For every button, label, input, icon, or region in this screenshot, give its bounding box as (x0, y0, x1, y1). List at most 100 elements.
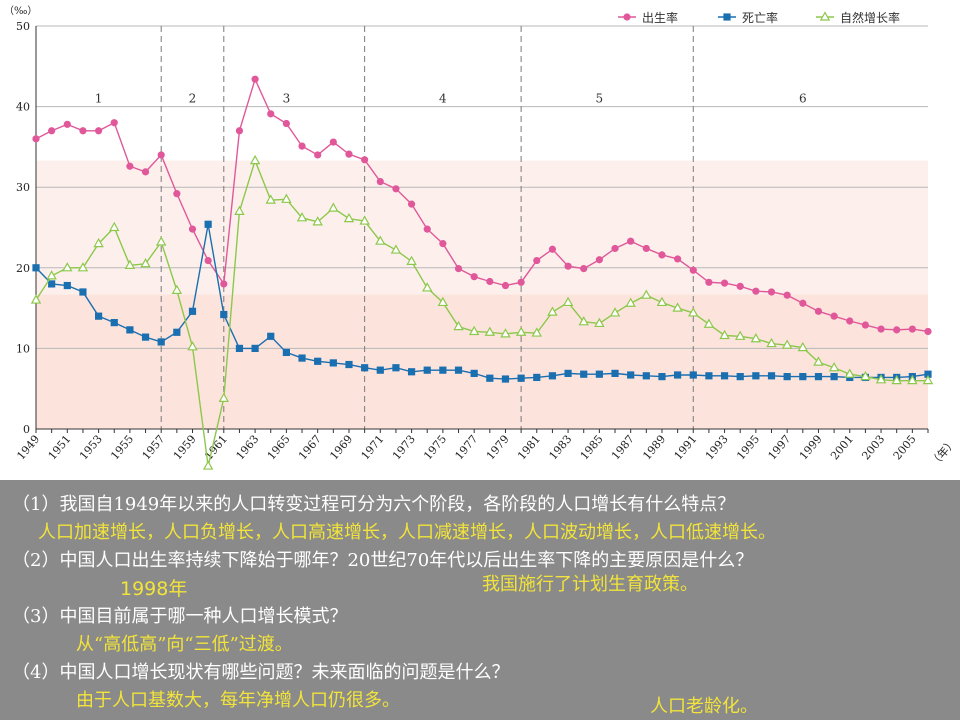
data-point (846, 317, 854, 325)
data-point (361, 156, 369, 164)
data-point (752, 287, 760, 295)
data-point (578, 316, 589, 326)
data-point (658, 373, 666, 381)
data-point (375, 235, 386, 245)
data-point (515, 326, 527, 336)
data-point (392, 185, 400, 193)
x-tick-label: 1953 (77, 433, 105, 463)
answer-4-current: 由于人口基数大，每年净增人口仍很多。 (76, 690, 400, 711)
data-point (908, 325, 916, 333)
data-point (736, 282, 744, 290)
data-point (750, 333, 762, 343)
data-point (298, 354, 306, 362)
x-tick-label: 1969 (327, 433, 355, 463)
data-point (689, 371, 697, 379)
data-point (752, 372, 760, 380)
x-tick-label: 2005 (891, 433, 919, 463)
data-point (501, 281, 510, 290)
data-point (282, 348, 290, 357)
data-point (531, 327, 542, 337)
data-point (674, 371, 682, 379)
data-point (390, 244, 402, 254)
data-point (406, 255, 417, 265)
data-point (766, 337, 777, 348)
data-point (799, 299, 807, 307)
data-point (329, 359, 337, 367)
series-line (35, 158, 928, 467)
data-point (77, 262, 89, 272)
data-point (437, 296, 449, 307)
data-point (173, 190, 181, 198)
series-line (35, 224, 929, 380)
data-point (109, 221, 120, 232)
data-point (830, 312, 838, 320)
data-point (486, 374, 494, 382)
x-tick-label: 1949 (14, 433, 42, 463)
data-point (642, 372, 650, 380)
data-point (46, 270, 57, 280)
data-point (298, 142, 306, 150)
data-point (517, 278, 525, 286)
data-point (533, 256, 541, 265)
data-point (564, 262, 572, 270)
data-point (63, 281, 71, 290)
background-band-2 (36, 160, 928, 295)
data-point (173, 328, 181, 336)
data-point (517, 374, 525, 382)
data-point (454, 366, 463, 374)
data-point (171, 284, 183, 294)
stage-label: 1 (95, 92, 103, 106)
data-point (767, 372, 776, 380)
data-point (204, 220, 212, 228)
data-point (407, 200, 416, 208)
data-point (30, 294, 42, 304)
x-tick-label: 1995 (734, 433, 762, 463)
data-point (720, 279, 729, 287)
data-point (62, 262, 73, 272)
data-point (314, 357, 322, 365)
data-point (79, 288, 87, 296)
data-point (141, 333, 150, 341)
data-point (267, 332, 275, 340)
data-point (94, 127, 103, 135)
data-point (157, 151, 165, 159)
data-point (625, 297, 636, 307)
data-point (611, 369, 619, 377)
stage-label: 3 (283, 92, 291, 106)
data-point (281, 193, 292, 203)
question-4: （4）中国人口增长现状有哪些问题？未来面临的问题是什么？ (12, 662, 510, 683)
data-point (891, 374, 902, 385)
stage-label: 5 (596, 92, 604, 106)
data-point (79, 127, 87, 135)
answer-3: 从“高低高”向“三低”过渡。 (76, 634, 293, 655)
x-tick-label: 2001 (828, 433, 856, 463)
x-tick-label: 1959 (171, 433, 199, 463)
data-point (48, 127, 56, 135)
data-point (484, 326, 496, 336)
data-point (407, 368, 416, 376)
data-point (251, 344, 259, 352)
data-point (94, 312, 103, 320)
data-point (813, 356, 824, 366)
data-point (861, 321, 870, 329)
data-point (688, 307, 699, 317)
data-point (188, 225, 197, 233)
y-tick-label: 40 (16, 101, 30, 114)
data-point (564, 369, 572, 377)
data-point (376, 366, 384, 374)
data-point (468, 325, 480, 336)
data-point (187, 341, 198, 351)
data-point (124, 259, 136, 269)
data-point (799, 373, 807, 381)
data-point (329, 138, 337, 146)
data-point (345, 360, 353, 369)
y-tick-label: 50 (16, 20, 30, 33)
data-point (548, 372, 557, 380)
data-point (126, 162, 134, 170)
data-point (736, 373, 744, 381)
data-point (204, 256, 212, 265)
x-tick-label: 1987 (609, 433, 637, 463)
data-point (32, 264, 40, 272)
x-tick-label: 1977 (453, 433, 481, 463)
